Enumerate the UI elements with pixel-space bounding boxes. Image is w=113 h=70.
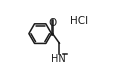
- Text: HCl: HCl: [69, 16, 87, 26]
- Text: O: O: [48, 18, 56, 28]
- Text: HN: HN: [51, 54, 66, 64]
